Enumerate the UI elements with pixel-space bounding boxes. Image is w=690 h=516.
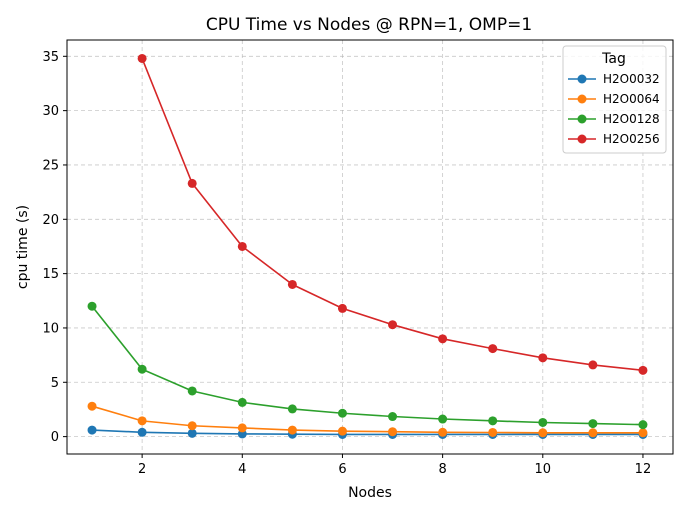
data-point-H2O0128	[588, 419, 598, 429]
data-point-H2O0064	[488, 427, 498, 437]
legend-marker-H2O0256	[577, 134, 587, 144]
legend-marker-H2O0128	[577, 114, 587, 124]
data-point-H2O0256	[187, 178, 197, 188]
data-point-H2O0064	[337, 426, 347, 436]
x-tick-label: 2	[138, 462, 146, 477]
x-tick-label: 10	[535, 462, 552, 477]
data-point-H2O0064	[187, 421, 197, 431]
data-point-H2O0256	[438, 334, 448, 344]
y-tick-label: 20	[42, 213, 59, 228]
legend-label: H2O0128	[603, 112, 660, 126]
data-point-H2O0128	[638, 420, 648, 430]
x-tick-label: 6	[338, 462, 346, 477]
data-point-H2O0128	[337, 408, 347, 418]
legend-box	[562, 45, 667, 154]
legend-marker-H2O0064	[577, 94, 587, 104]
series-line-H2O0064	[91, 405, 643, 434]
data-point-H2O0128	[438, 414, 448, 424]
series-layer	[87, 53, 648, 439]
x-axis-label: Nodes	[348, 485, 392, 501]
y-tick-label: 15	[42, 267, 59, 282]
data-point-H2O0256	[137, 53, 147, 63]
data-point-H2O0064	[137, 416, 147, 426]
data-point-H2O0064	[538, 428, 548, 438]
legend-label: H2O0064	[603, 92, 660, 106]
legend-title: Tag	[601, 51, 626, 67]
legend: Tag H2O0032 H2O0064 H2O0128 H2O0256	[562, 45, 667, 154]
data-point-H2O0128	[187, 386, 197, 396]
data-point-H2O0256	[588, 360, 598, 370]
y-tick-label: 0	[51, 430, 59, 445]
data-point-H2O0064	[388, 427, 398, 437]
data-point-H2O0128	[137, 364, 147, 374]
data-point-H2O0032	[87, 425, 97, 435]
y-tick-label: 25	[42, 158, 59, 173]
data-point-H2O0032	[187, 428, 197, 438]
x-tick-label: 4	[238, 462, 246, 477]
chart-title: CPU Time vs Nodes @ RPN=1, OMP=1	[206, 15, 532, 35]
data-point-H2O0128	[388, 412, 398, 422]
x-axis: 2 4 6 8 10 12	[138, 454, 651, 477]
data-point-H2O0064	[237, 423, 247, 433]
y-tick-label: 30	[42, 104, 59, 119]
data-point-H2O0256	[388, 320, 398, 330]
legend-label: H2O0256	[603, 132, 660, 146]
data-point-H2O0128	[538, 417, 548, 427]
data-point-H2O0064	[588, 428, 598, 438]
data-point-H2O0256	[337, 303, 347, 313]
y-tick-label: 5	[51, 376, 59, 391]
data-point-H2O0032	[137, 427, 147, 437]
data-point-H2O0128	[87, 301, 97, 311]
data-point-H2O0256	[488, 344, 498, 354]
data-point-H2O0128	[488, 416, 498, 426]
data-point-H2O0064	[287, 425, 297, 435]
data-point-H2O0064	[87, 401, 97, 411]
y-axis-label: cpu time (s)	[15, 205, 31, 289]
grid	[67, 40, 673, 454]
legend-marker-H2O0032	[577, 74, 587, 84]
data-point-H2O0256	[287, 279, 297, 289]
data-point-H2O0256	[538, 353, 548, 363]
legend-label: H2O0032	[603, 72, 660, 86]
series-line-H2O0032	[92, 429, 643, 436]
y-tick-label: 10	[42, 321, 59, 336]
series-line-H2O0128	[91, 305, 643, 426]
data-point-H2O0064	[638, 428, 648, 438]
y-axis: 0 5 10 15 20 25 30 35	[42, 50, 67, 445]
plot-frame	[66, 39, 674, 455]
data-point-H2O0128	[237, 397, 247, 407]
data-point-H2O0256	[237, 241, 247, 251]
data-point-H2O0256	[638, 365, 648, 375]
data-point-H2O0064	[438, 427, 448, 437]
x-tick-label: 8	[438, 462, 446, 477]
data-point-H2O0128	[287, 404, 297, 414]
y-tick-label: 35	[42, 50, 59, 65]
x-tick-label: 12	[635, 462, 652, 477]
